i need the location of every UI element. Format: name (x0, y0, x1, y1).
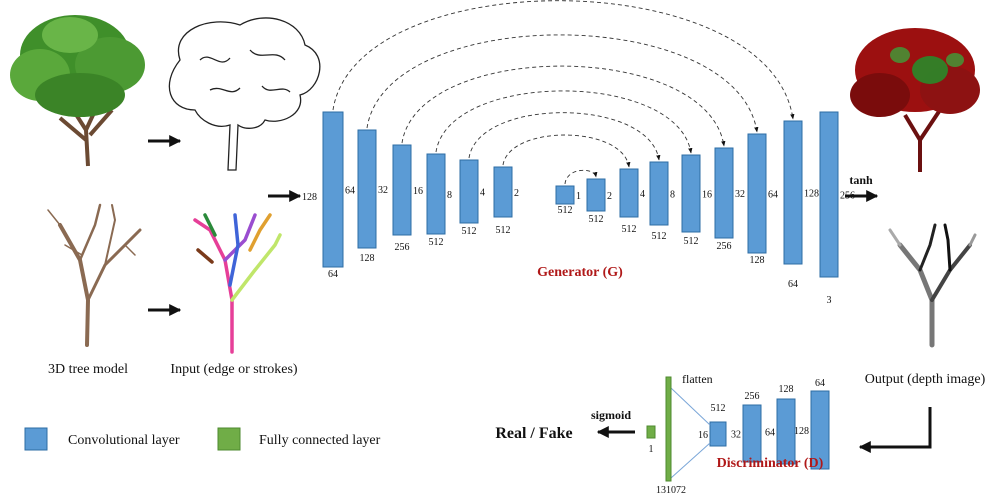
generator-layer-size-14: 128 (804, 189, 819, 200)
generator-layer-5 (459, 159, 479, 224)
generator-layer-10 (649, 161, 669, 226)
generator-layer-7 (555, 185, 575, 205)
discriminator-layer-channels-3: 128 (779, 384, 794, 395)
generator-layer-size-4: 8 (447, 190, 452, 201)
generator-layer-channels-9: 512 (622, 224, 637, 235)
generator-layer-15 (819, 111, 839, 278)
feedback-arrow (858, 407, 932, 453)
generator-layer-size-2: 32 (378, 185, 388, 196)
legend-conv-swatch (24, 427, 48, 451)
generator-layer-channels-11: 512 (684, 236, 699, 247)
skip-connections (332, 0, 795, 185)
output-caption: Output (depth image) (865, 372, 986, 387)
input-caption: Input (edge or strokes) (170, 362, 297, 377)
generator-layer-13 (747, 133, 767, 254)
real-fake-label: Real / Fake (495, 425, 572, 442)
output-depth-tree-image (850, 28, 980, 172)
generator-input-size: 128 (302, 192, 317, 203)
generator-layer-9 (619, 168, 639, 218)
discriminator-layer-4 (810, 390, 830, 470)
sigmoid-label: sigmoid (591, 408, 631, 422)
generator-layer-size-15: 256 (840, 191, 855, 202)
generator-layer-size-1: 64 (345, 186, 355, 197)
generator-layer-channels-5: 512 (462, 226, 477, 237)
generator-layers: 6464321281625685124512251215122512451285… (322, 111, 855, 306)
generator-layer-channels-6: 512 (496, 225, 511, 236)
generator-layer-channels-13: 128 (750, 255, 765, 266)
generator-layer-6 (493, 166, 513, 218)
flatten-label: flatten (682, 372, 713, 386)
generator-layer-channels-15: 3 (827, 295, 832, 306)
generator-layer-size-12: 32 (735, 189, 745, 200)
skip-connection-4 (435, 90, 693, 154)
discriminator-layer-size-4: 128 (794, 426, 809, 437)
generator-layer-14 (783, 120, 803, 265)
discriminator-title: Discriminator (D) (717, 456, 824, 471)
generator-layer-size-9: 4 (640, 189, 645, 200)
generator-layer-channels-8: 512 (589, 214, 604, 225)
discriminator-layer-2 (742, 404, 762, 463)
generator-layer-channels-3: 256 (395, 242, 410, 253)
skip-connection-5 (468, 112, 661, 161)
discriminator-layer-channels-4: 64 (815, 378, 825, 389)
tree-model-caption: 3D tree model (48, 362, 128, 377)
edge-outline-image (168, 17, 321, 171)
generator-layer-channels-10: 512 (652, 231, 667, 242)
discriminator-layer-3 (776, 398, 796, 465)
legend-conv-label: Convolutional layer (68, 433, 180, 448)
generator-layer-size-3: 16 (413, 186, 423, 197)
leafy-tree-image (10, 15, 145, 167)
generator-layer-8 (586, 178, 606, 212)
generator-layer-size-10: 8 (670, 190, 675, 201)
skip-connection-7 (564, 169, 598, 185)
discriminator-layers: 16 512 32 256 64 128 128 64 (698, 378, 830, 470)
bare-tree-image (47, 203, 142, 347)
generator-layer-channels-14: 64 (788, 279, 798, 290)
generator-layer-11 (681, 154, 701, 233)
flatten-layer (665, 376, 672, 482)
discriminator-layer-1 (709, 421, 727, 447)
tanh-label: tanh (849, 173, 873, 187)
generator-layer-size-7: 1 (576, 191, 581, 202)
flatten-line-bottom (670, 442, 711, 479)
skip-connection-3 (401, 65, 726, 147)
fc-size: 1 (649, 444, 654, 455)
generator-layer-12 (714, 147, 734, 239)
generator-layer-4 (426, 153, 446, 235)
legend-fc-label: Fully connected layer (259, 433, 381, 448)
flatten-line-top (670, 387, 711, 426)
generator-layer-channels-4: 512 (429, 237, 444, 248)
fully-connected-layer (646, 425, 656, 439)
discriminator-layer-channels-2: 256 (745, 391, 760, 402)
skip-connection-2 (366, 34, 759, 133)
generator-layer-channels-2: 128 (360, 253, 375, 264)
generator-layer-channels-1: 64 (328, 269, 338, 280)
generator-layer-size-6: 2 (514, 188, 519, 199)
flatten-size: 131072 (656, 485, 686, 496)
generator-layer-size-11: 16 (702, 190, 712, 201)
generator-layer-channels-7: 512 (558, 205, 573, 216)
skip-connection-1 (332, 0, 795, 120)
generator-title: Generator (G) (537, 265, 623, 280)
generator-layer-channels-12: 256 (717, 241, 732, 252)
discriminator-layer-channels-1: 512 (711, 403, 726, 414)
generator-layer-size-5: 4 (480, 188, 485, 199)
generator-layer-size-8: 2 (607, 191, 612, 202)
output-depth-branches-image (888, 223, 977, 348)
discriminator-layer-size-1: 16 (698, 430, 708, 441)
discriminator-layer-size-2: 32 (731, 430, 741, 441)
legend-fc-swatch (217, 427, 241, 451)
generator-layer-1 (322, 111, 344, 268)
skip-connection-6 (502, 134, 631, 168)
discriminator-layer-size-3: 64 (765, 428, 775, 439)
generator-layer-size-13: 64 (768, 190, 778, 201)
strokes-image (193, 213, 282, 354)
generator-layer-2 (357, 129, 377, 249)
generator-layer-3 (392, 144, 412, 236)
